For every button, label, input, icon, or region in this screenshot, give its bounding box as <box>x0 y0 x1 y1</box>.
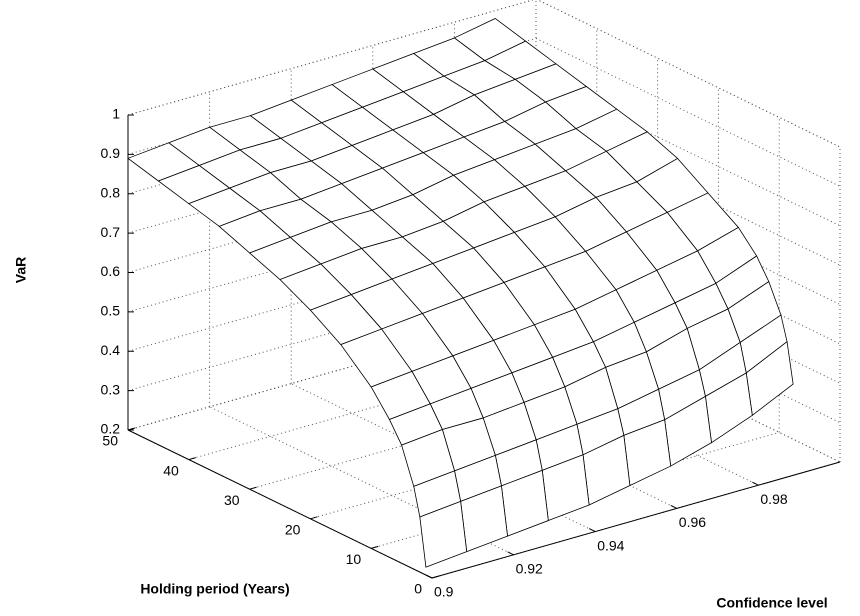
y-tick <box>371 545 379 549</box>
x-tick <box>752 481 759 486</box>
y-tick-label: 50 <box>102 433 118 449</box>
z-tick-label: 1 <box>112 106 120 122</box>
y-tick <box>310 516 318 520</box>
z-tick-label: 0.3 <box>101 381 121 397</box>
surface-patch <box>419 500 468 568</box>
z-tick-label: 0.7 <box>101 224 121 240</box>
x-tick <box>588 528 596 533</box>
z-tick-label: 0.8 <box>101 184 121 200</box>
grid-line <box>454 336 759 486</box>
y-axis-label: Holding period (Years) <box>140 581 289 597</box>
x-tick <box>425 574 433 579</box>
grid-line <box>535 37 841 187</box>
x-tick-label: 0.98 <box>760 491 787 507</box>
x-tick-label: 0.92 <box>516 561 543 577</box>
x-tick-label: 0.9 <box>434 584 454 600</box>
z-axis-label: VaR <box>13 257 29 283</box>
y-tick-label: 30 <box>224 492 240 508</box>
z-tick-label: 0.5 <box>101 303 121 319</box>
grid-line <box>127 0 535 116</box>
z-tick-label: 0.6 <box>101 263 121 279</box>
y-tick-label: 40 <box>163 462 179 478</box>
x-tick <box>507 551 514 556</box>
grid-line <box>536 0 841 148</box>
y-tick <box>249 486 257 490</box>
x-tick-label: 0.94 <box>597 537 624 553</box>
grid-line <box>127 313 537 431</box>
y-tick <box>431 575 440 579</box>
y-tick <box>127 427 136 431</box>
x-axis <box>431 461 841 579</box>
y-tick-label: 10 <box>346 551 362 567</box>
z-tick-label: 0.2 <box>101 421 121 437</box>
x-tick-label: 0.96 <box>679 514 706 530</box>
y-tick-label: 20 <box>285 522 301 538</box>
y-tick-label: 0 <box>414 581 422 597</box>
y-axis <box>127 429 433 579</box>
z-tick-label: 0.9 <box>101 145 121 161</box>
y-tick <box>188 457 196 461</box>
z-tick-label: 0.4 <box>101 342 121 358</box>
x-axis-label: Confidence level <box>716 595 827 611</box>
x-tick <box>670 504 678 509</box>
